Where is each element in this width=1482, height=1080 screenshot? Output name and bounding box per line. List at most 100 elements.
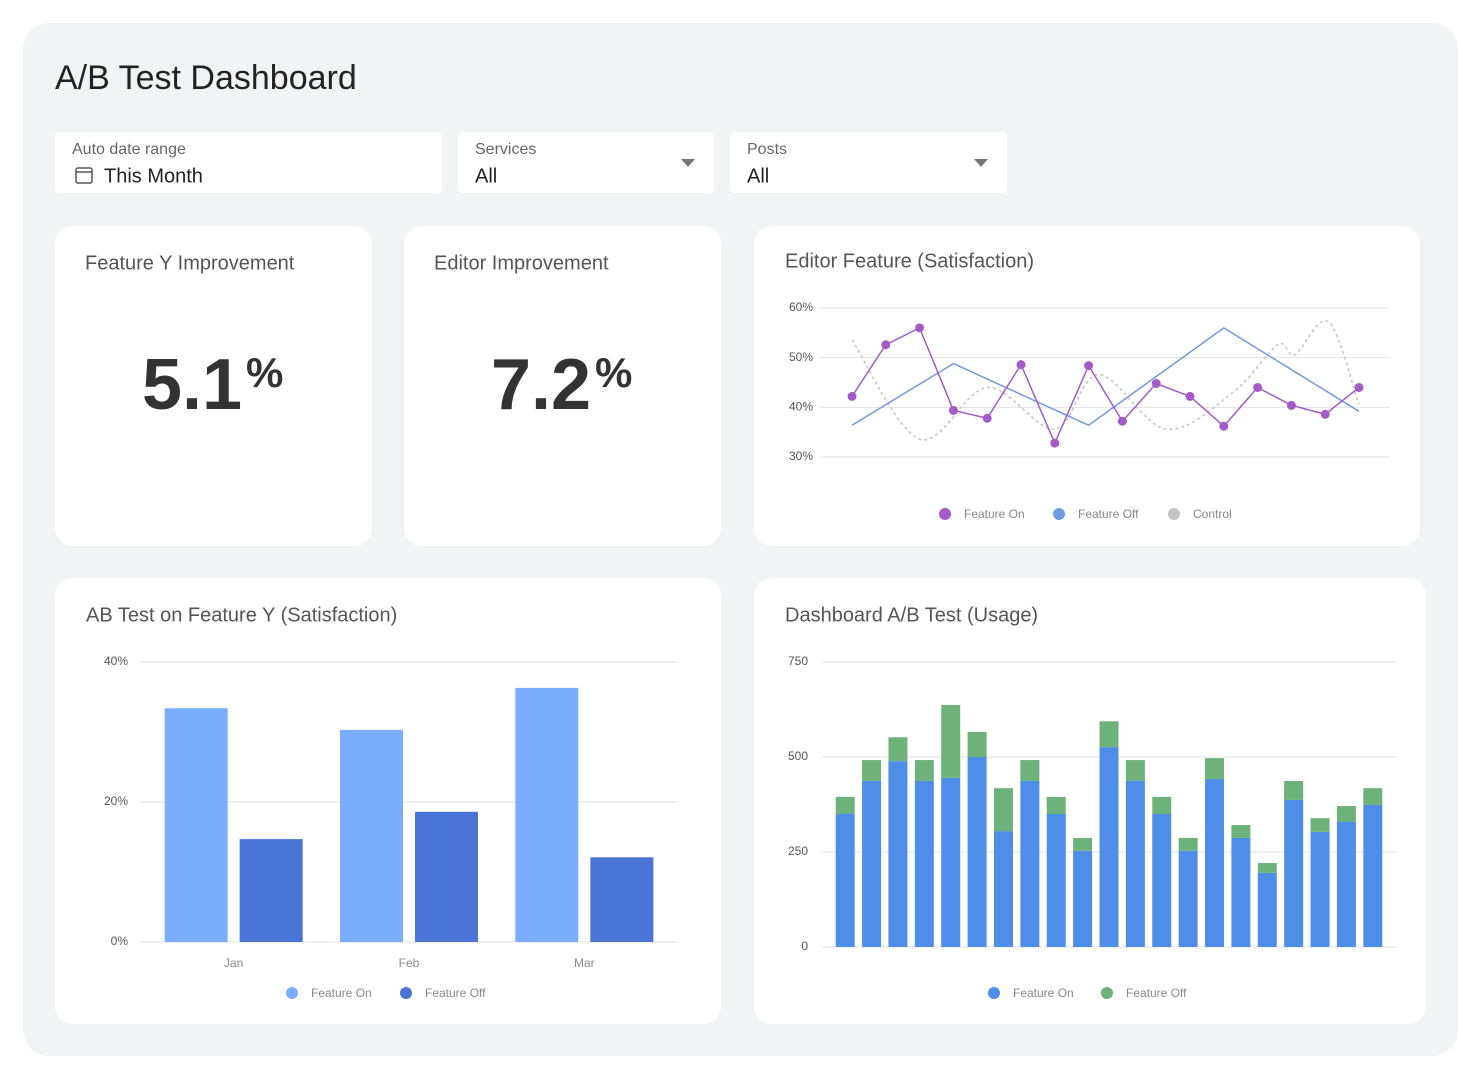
bar-segment <box>1073 837 1093 851</box>
bar-segment <box>941 704 961 778</box>
kpi-unit: % <box>595 349 632 396</box>
bar-segment <box>835 796 855 814</box>
kpi-value: 5.1 <box>142 345 242 425</box>
dropdown-arrow <box>974 159 988 167</box>
series-line <box>851 326 1360 445</box>
y-tick-label: 50% <box>789 350 813 364</box>
point <box>881 340 891 350</box>
legend-label: Feature On <box>311 986 372 1000</box>
bar-segment <box>1020 780 1040 947</box>
bar-segment <box>1231 837 1251 947</box>
y-tick-label: 40% <box>789 400 813 414</box>
kpi-title: Feature Y Improvement <box>85 252 295 274</box>
bar-segment <box>888 737 908 762</box>
kpi-value: 7.2 <box>491 345 591 425</box>
bar-segment <box>967 731 987 757</box>
legend-label: Feature On <box>1013 986 1074 1000</box>
point <box>1320 409 1330 419</box>
bar-segment <box>967 757 987 947</box>
y-tick-label: 30% <box>789 449 813 463</box>
point <box>1050 438 1060 448</box>
x-tick-label: Mar <box>574 956 595 970</box>
y-tick-label: 750 <box>788 654 808 668</box>
filter[interactable] <box>730 132 1007 193</box>
kpi-card <box>404 226 721 546</box>
bar-segment <box>1336 806 1356 822</box>
bar-segment <box>1020 760 1040 781</box>
bar-segment <box>1205 758 1225 780</box>
bar-segment <box>1284 799 1304 947</box>
bar-segment <box>1178 837 1198 851</box>
page-title: A/B Test Dashboard <box>55 59 357 97</box>
series-line <box>851 320 1360 441</box>
legend-label: Control <box>1193 507 1232 521</box>
bar-segment <box>888 761 908 947</box>
bar-segment <box>1099 747 1119 947</box>
bar <box>239 839 303 942</box>
bar-segment <box>862 760 882 781</box>
bar <box>340 729 403 942</box>
chart-title: Dashboard A/B Test (Usage) <box>785 604 1038 626</box>
filter-label: Posts <box>747 141 787 158</box>
bar-segment <box>1178 850 1198 947</box>
bar-segment <box>1363 788 1383 805</box>
point <box>1151 378 1161 388</box>
legend-label: Feature On <box>964 507 1025 521</box>
point <box>1016 360 1026 370</box>
x-tick-label: Feb <box>399 956 420 970</box>
filter-value: This Month <box>104 165 203 187</box>
bar-segment <box>1073 850 1093 947</box>
bar-segment <box>1363 804 1383 947</box>
bar-segment <box>993 831 1013 947</box>
y-tick-label: 20% <box>104 794 128 808</box>
filter-value: All <box>747 165 769 187</box>
legend-label: Feature Off <box>425 986 486 1000</box>
bar-segment <box>862 780 882 947</box>
y-tick-label: 40% <box>104 654 128 668</box>
kpi-title: Editor Improvement <box>434 252 609 274</box>
filter[interactable] <box>458 132 714 193</box>
bar-segment <box>1046 814 1066 947</box>
bar-segment <box>1257 872 1277 947</box>
legend-label: Feature Off <box>1126 986 1187 1000</box>
bar-segment <box>835 814 855 947</box>
point <box>1219 421 1229 431</box>
bar-segment <box>1125 760 1145 781</box>
bar-segment <box>1336 821 1356 947</box>
bar-segment <box>1284 780 1304 800</box>
point <box>982 413 992 423</box>
bar-segment <box>1310 818 1330 832</box>
bar-segment <box>1125 780 1145 947</box>
x-tick-label: Jan <box>224 956 243 970</box>
filter[interactable] <box>55 132 442 193</box>
dropdown-arrow <box>681 159 695 167</box>
point <box>948 405 958 415</box>
calendar-icon <box>75 167 93 184</box>
legend-marker <box>1053 508 1065 520</box>
bar <box>164 708 228 942</box>
y-tick-label: 250 <box>788 844 808 858</box>
legend-marker <box>400 987 412 999</box>
bar-segment <box>1231 825 1251 838</box>
point <box>1117 416 1127 426</box>
legend-marker <box>1101 987 1113 999</box>
point <box>847 391 857 401</box>
kpi-unit: % <box>246 349 283 396</box>
legend-marker <box>988 987 1000 999</box>
chart-card <box>754 578 1426 1024</box>
point <box>915 323 925 333</box>
bar-segment <box>1205 779 1225 947</box>
bar-segment <box>1152 814 1172 947</box>
series-line <box>851 326 1360 427</box>
bar-segment <box>1046 796 1066 814</box>
filter-value: All <box>475 165 497 187</box>
y-tick-label: 60% <box>789 300 813 314</box>
filter-label: Services <box>475 141 536 158</box>
bar-segment <box>1099 721 1119 748</box>
y-tick-label: 500 <box>788 749 808 763</box>
bar-segment <box>914 780 934 947</box>
bar-segment <box>1152 796 1172 814</box>
chart-title: AB Test on Feature Y (Satisfaction) <box>86 604 397 626</box>
kpi-card <box>55 226 372 546</box>
